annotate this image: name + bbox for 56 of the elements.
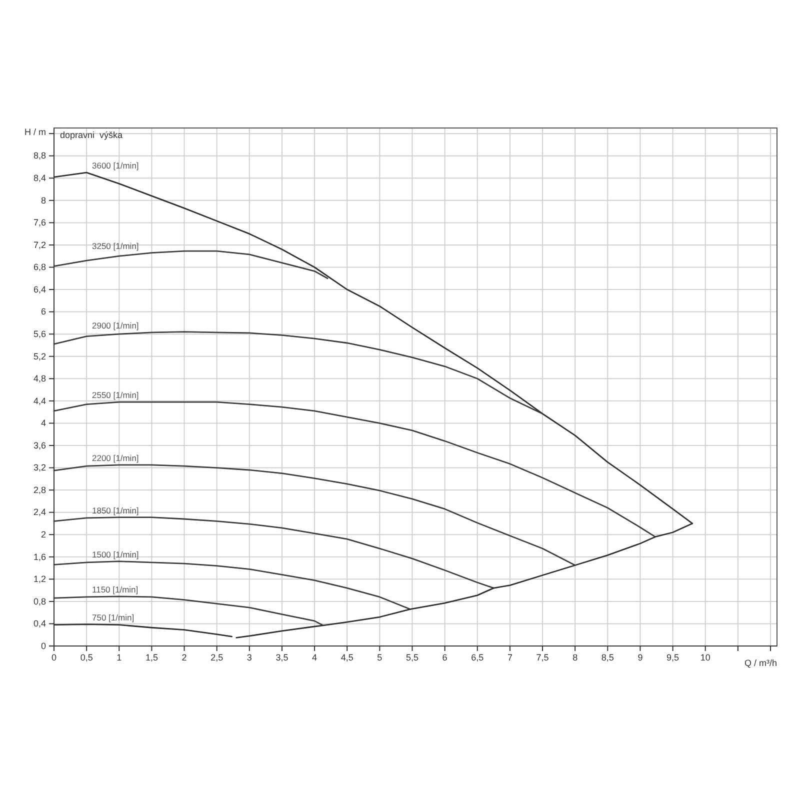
x-tick-label: 1 xyxy=(116,652,122,662)
y-tick-label: 6 xyxy=(40,306,46,317)
y-tick-label: 8 xyxy=(40,195,46,206)
x-tick-label: 2,5 xyxy=(210,652,224,662)
series-label: 3250 [1/min] xyxy=(92,240,139,251)
y-tick-label: 6,8 xyxy=(33,262,46,272)
y-tick-label: 1,2 xyxy=(33,574,46,584)
annotation: dopravni výška xyxy=(60,130,123,140)
x-tick-label: 0 xyxy=(51,652,57,662)
x-tick-label: 8 xyxy=(572,652,578,662)
series-label: 1150 [1/min] xyxy=(92,584,138,594)
y-tick-label: 0,8 xyxy=(33,596,46,606)
x-tick-label: 2 xyxy=(182,652,187,662)
y-tick-label: 3,2 xyxy=(33,462,46,473)
series-label: 3600 [1/min] xyxy=(92,160,139,171)
y-tick-label: 5,2 xyxy=(33,351,46,362)
y-tick-label: 5,6 xyxy=(33,328,46,339)
y-tick-label: 6,4 xyxy=(33,284,46,294)
y-tick-label: 3,6 xyxy=(33,440,46,450)
x-axis-title: Q / m³/h xyxy=(744,658,777,668)
y-tick-label: 2 xyxy=(40,529,46,540)
x-tick-label: 9,5 xyxy=(666,652,680,662)
y-tick-label: 4,8 xyxy=(33,374,46,384)
y-tick-label: 8,4 xyxy=(33,173,46,184)
series-label: 2550 [1/min] xyxy=(92,390,139,400)
series-label: 1500 [1/min] xyxy=(92,549,139,560)
x-tick-label: 4,5 xyxy=(340,652,354,662)
x-tick-label: 5,5 xyxy=(406,652,418,662)
series-label: 2200 [1/min] xyxy=(92,452,139,463)
x-tick-label: 8,5 xyxy=(601,652,614,662)
x-tick-label: 10 xyxy=(700,652,710,662)
x-tick-label: 3,5 xyxy=(276,652,288,662)
y-tick-label: 8,8 xyxy=(33,150,46,161)
series-label: 2900 [1/min] xyxy=(92,320,139,330)
series-label: 1850 [1/min] xyxy=(92,505,139,516)
y-tick-label: 7,2 xyxy=(33,240,46,250)
y-tick-label: 0 xyxy=(40,640,46,651)
y-tick-label: 4 xyxy=(40,418,46,428)
series-label: 750 [1/min] xyxy=(92,612,134,622)
x-tick-label: 4 xyxy=(312,652,318,662)
y-tick-label: 2,4 xyxy=(33,507,46,518)
y-tick-label: 7,6 xyxy=(33,218,46,228)
x-tick-label: 7,5 xyxy=(536,652,549,662)
y-tick-label: 0,4 xyxy=(33,618,46,629)
x-tick-label: 9 xyxy=(638,652,643,662)
x-tick-label: 6,5 xyxy=(471,652,484,662)
x-tick-label: 5 xyxy=(377,652,382,662)
x-tick-label: 0,5 xyxy=(80,652,93,662)
y-tick-label: 2,8 xyxy=(33,484,46,495)
y-tick-label: 1,6 xyxy=(33,552,46,562)
x-tick-label: 3 xyxy=(246,652,252,662)
y-axis-title: H / m xyxy=(24,127,46,137)
x-tick-label: 1,5 xyxy=(145,652,158,662)
y-tick-label: 4,4 xyxy=(33,396,46,406)
x-tick-label: 6 xyxy=(442,652,448,662)
x-tick-label: 7 xyxy=(507,652,512,662)
